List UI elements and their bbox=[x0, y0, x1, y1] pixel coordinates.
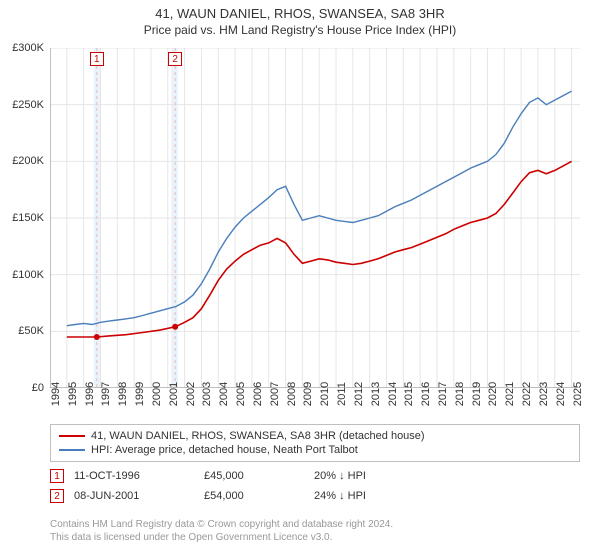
x-tick-label: 2021 bbox=[504, 382, 516, 406]
x-tick-label: 1994 bbox=[50, 382, 62, 406]
legend-label: 41, WAUN DANIEL, RHOS, SWANSEA, SA8 3HR … bbox=[91, 430, 425, 442]
y-tick-label: £50K bbox=[18, 325, 44, 337]
chart-subtitle: Price paid vs. HM Land Registry's House … bbox=[0, 21, 600, 37]
x-tick-label: 1995 bbox=[67, 382, 79, 406]
x-tick-label: 1996 bbox=[84, 382, 96, 406]
x-tick-label: 2023 bbox=[538, 382, 550, 406]
legend-item: HPI: Average price, detached house, Neat… bbox=[59, 443, 571, 457]
x-tick-label: 2016 bbox=[420, 382, 432, 406]
x-tick-label: 2006 bbox=[252, 382, 264, 406]
event-delta: 24% ↓ HPI bbox=[314, 490, 434, 502]
chart-svg bbox=[50, 48, 580, 388]
figure-container: 41, WAUN DANIEL, RHOS, SWANSEA, SA8 3HR … bbox=[0, 0, 600, 560]
y-tick-label: £0 bbox=[32, 382, 44, 394]
x-tick-label: 2020 bbox=[487, 382, 499, 406]
y-tick-label: £200K bbox=[12, 155, 44, 167]
x-tick-label: 2013 bbox=[370, 382, 382, 406]
x-tick-label: 2011 bbox=[336, 382, 348, 406]
x-tick-label: 2018 bbox=[454, 382, 466, 406]
y-tick-label: £150K bbox=[12, 212, 44, 224]
event-delta: 20% ↓ HPI bbox=[314, 470, 434, 482]
event-marker-icon: 2 bbox=[168, 52, 182, 66]
x-tick-label: 2008 bbox=[286, 382, 298, 406]
event-price: £45,000 bbox=[204, 470, 304, 482]
event-price: £54,000 bbox=[204, 490, 304, 502]
x-tick-label: 2009 bbox=[302, 382, 314, 406]
x-tick-label: 2002 bbox=[185, 382, 197, 406]
x-tick-label: 2000 bbox=[151, 382, 163, 406]
chart-title: 41, WAUN DANIEL, RHOS, SWANSEA, SA8 3HR bbox=[0, 0, 600, 21]
x-tick-label: 2019 bbox=[471, 382, 483, 406]
x-tick-label: 2015 bbox=[403, 382, 415, 406]
legend-item: 41, WAUN DANIEL, RHOS, SWANSEA, SA8 3HR … bbox=[59, 429, 571, 443]
event-table: 1 11-OCT-1996 £45,000 20% ↓ HPI 2 08-JUN… bbox=[50, 466, 580, 506]
event-marker-icon: 1 bbox=[50, 469, 64, 483]
event-row: 2 08-JUN-2001 £54,000 24% ↓ HPI bbox=[50, 486, 580, 506]
legend-swatch bbox=[59, 435, 85, 437]
chart-area: £0£50K£100K£150K£200K£250K£300K 19941995… bbox=[50, 48, 580, 388]
x-tick-label: 2012 bbox=[353, 382, 365, 406]
x-tick-label: 2022 bbox=[521, 382, 533, 406]
footer: Contains HM Land Registry data © Crown c… bbox=[50, 518, 580, 544]
x-tick-label: 2025 bbox=[572, 382, 584, 406]
x-tick-label: 2003 bbox=[201, 382, 213, 406]
x-tick-label: 1997 bbox=[100, 382, 112, 406]
event-date: 11-OCT-1996 bbox=[74, 470, 194, 482]
x-tick-label: 2007 bbox=[269, 382, 281, 406]
event-marker-icon: 1 bbox=[90, 52, 104, 66]
y-tick-label: £300K bbox=[12, 42, 44, 54]
x-tick-label: 2010 bbox=[319, 382, 331, 406]
x-tick-label: 1999 bbox=[134, 382, 146, 406]
y-tick-label: £100K bbox=[12, 269, 44, 281]
event-row: 1 11-OCT-1996 £45,000 20% ↓ HPI bbox=[50, 466, 580, 486]
x-tick-label: 2004 bbox=[218, 382, 230, 406]
footer-line: Contains HM Land Registry data © Crown c… bbox=[50, 518, 580, 531]
footer-line: This data is licensed under the Open Gov… bbox=[50, 531, 580, 544]
event-date: 08-JUN-2001 bbox=[74, 490, 194, 502]
legend-swatch bbox=[59, 449, 85, 451]
legend-box: 41, WAUN DANIEL, RHOS, SWANSEA, SA8 3HR … bbox=[50, 424, 580, 462]
x-tick-label: 2024 bbox=[555, 382, 567, 406]
x-tick-label: 2014 bbox=[387, 382, 399, 406]
x-tick-label: 2001 bbox=[168, 382, 180, 406]
x-tick-label: 2005 bbox=[235, 382, 247, 406]
legend-label: HPI: Average price, detached house, Neat… bbox=[91, 444, 358, 456]
event-marker-icon: 2 bbox=[50, 489, 64, 503]
x-tick-label: 1998 bbox=[117, 382, 129, 406]
y-tick-label: £250K bbox=[12, 99, 44, 111]
x-tick-label: 2017 bbox=[437, 382, 449, 406]
